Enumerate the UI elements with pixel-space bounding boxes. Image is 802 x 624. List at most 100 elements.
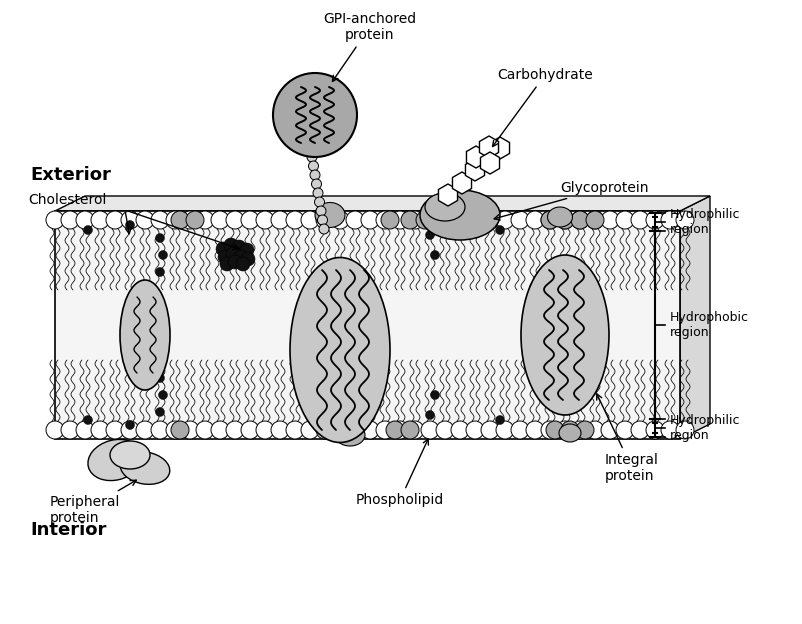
Circle shape	[431, 391, 439, 399]
Circle shape	[220, 257, 234, 271]
Circle shape	[216, 242, 230, 256]
Circle shape	[273, 73, 357, 157]
Circle shape	[481, 211, 499, 229]
Circle shape	[646, 421, 664, 439]
Ellipse shape	[425, 193, 465, 221]
Circle shape	[91, 211, 109, 229]
Circle shape	[426, 230, 435, 240]
Circle shape	[526, 211, 544, 229]
Circle shape	[541, 211, 559, 229]
Ellipse shape	[335, 424, 365, 446]
Circle shape	[226, 211, 244, 229]
Circle shape	[361, 211, 379, 229]
Circle shape	[286, 211, 304, 229]
Circle shape	[496, 421, 514, 439]
Circle shape	[316, 206, 326, 216]
Circle shape	[541, 211, 559, 229]
Circle shape	[159, 391, 168, 399]
Circle shape	[316, 421, 334, 439]
Text: Glycoprotein: Glycoprotein	[494, 181, 649, 220]
Circle shape	[224, 238, 238, 252]
Circle shape	[601, 421, 619, 439]
Circle shape	[601, 211, 619, 229]
Text: Integral
protein: Integral protein	[597, 394, 659, 483]
Circle shape	[426, 411, 435, 419]
Text: Hydrophobic
region: Hydrophobic region	[670, 311, 749, 339]
Circle shape	[196, 421, 214, 439]
Circle shape	[271, 421, 289, 439]
Circle shape	[401, 211, 419, 229]
Circle shape	[313, 188, 323, 198]
Circle shape	[83, 416, 92, 424]
Text: Hydrophilic
region: Hydrophilic region	[670, 414, 740, 442]
Circle shape	[511, 211, 529, 229]
Circle shape	[401, 421, 419, 439]
Circle shape	[421, 421, 439, 439]
Circle shape	[386, 421, 404, 439]
Circle shape	[481, 421, 499, 439]
Circle shape	[211, 421, 229, 439]
Circle shape	[125, 421, 135, 429]
Circle shape	[106, 211, 124, 229]
Circle shape	[381, 211, 399, 229]
Circle shape	[46, 211, 64, 229]
Circle shape	[121, 421, 139, 439]
Circle shape	[661, 211, 679, 229]
Circle shape	[571, 211, 589, 229]
Circle shape	[546, 421, 564, 439]
Circle shape	[541, 421, 559, 439]
Circle shape	[156, 233, 164, 243]
Circle shape	[314, 197, 325, 207]
Circle shape	[156, 407, 164, 416]
Circle shape	[91, 421, 109, 439]
Circle shape	[271, 211, 289, 229]
Circle shape	[171, 211, 189, 229]
Circle shape	[416, 211, 434, 229]
Ellipse shape	[110, 441, 150, 469]
Circle shape	[676, 421, 694, 439]
Circle shape	[136, 211, 154, 229]
Text: Cholesterol: Cholesterol	[28, 193, 107, 207]
Circle shape	[586, 211, 604, 229]
Circle shape	[496, 416, 504, 424]
Circle shape	[571, 211, 589, 229]
Circle shape	[451, 211, 469, 229]
Circle shape	[151, 211, 169, 229]
Circle shape	[121, 211, 139, 229]
Circle shape	[431, 250, 439, 260]
Circle shape	[228, 255, 242, 269]
Text: GPI-anchored
protein: GPI-anchored protein	[323, 12, 416, 81]
Circle shape	[241, 211, 259, 229]
Text: Carbohydrate: Carbohydrate	[492, 68, 593, 147]
Text: Phospholipid: Phospholipid	[356, 439, 444, 507]
Ellipse shape	[290, 258, 390, 442]
Circle shape	[391, 421, 409, 439]
Circle shape	[256, 211, 274, 229]
Circle shape	[631, 211, 649, 229]
Circle shape	[240, 243, 254, 257]
Circle shape	[406, 211, 424, 229]
Circle shape	[466, 421, 484, 439]
Circle shape	[186, 211, 204, 229]
Circle shape	[571, 421, 589, 439]
Circle shape	[181, 211, 199, 229]
Circle shape	[496, 211, 514, 229]
Circle shape	[307, 152, 317, 162]
Circle shape	[218, 250, 232, 264]
Circle shape	[310, 170, 320, 180]
Circle shape	[83, 225, 92, 235]
Circle shape	[311, 179, 322, 189]
Circle shape	[316, 211, 334, 229]
Ellipse shape	[120, 280, 170, 390]
Circle shape	[436, 421, 454, 439]
Circle shape	[331, 421, 349, 439]
Ellipse shape	[88, 439, 142, 480]
Text: Peripheral
protein: Peripheral protein	[50, 480, 136, 525]
Circle shape	[151, 421, 169, 439]
Circle shape	[406, 421, 424, 439]
Text: Exterior: Exterior	[30, 166, 111, 184]
Ellipse shape	[559, 424, 581, 442]
Polygon shape	[680, 196, 710, 439]
Circle shape	[466, 211, 484, 229]
Text: Interior: Interior	[30, 521, 107, 539]
